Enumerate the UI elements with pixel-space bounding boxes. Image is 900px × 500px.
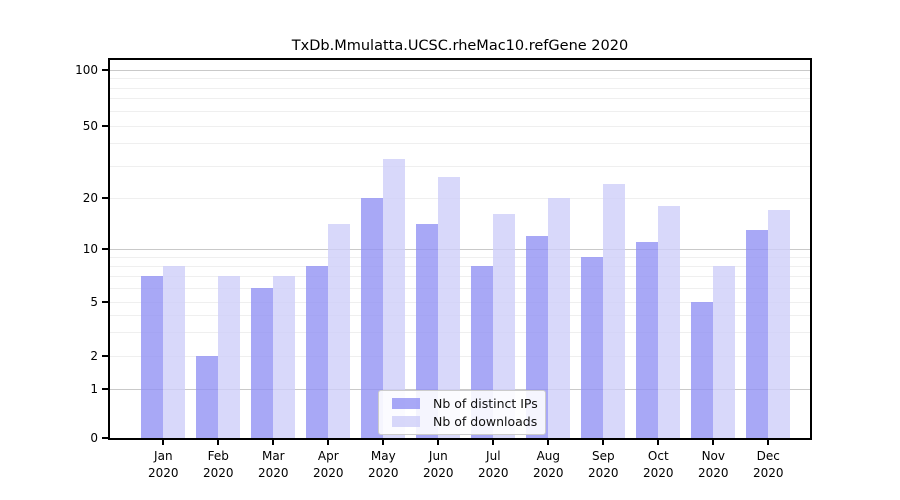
x-tick-sep xyxy=(602,440,605,445)
bar-ips-aug xyxy=(526,235,549,438)
legend-swatch-distinct-ips xyxy=(392,398,420,409)
y-tick-20 xyxy=(102,197,108,199)
bar-downloads-mar xyxy=(273,276,296,438)
bar-ips-may xyxy=(361,198,384,438)
x-tick-label-jan: Jan 2020 xyxy=(148,449,179,480)
x-tick-label-nov: Nov 2020 xyxy=(698,449,729,480)
minor-gridline-40 xyxy=(110,143,810,145)
legend: Nb of distinct IPs Nb of downloads xyxy=(378,390,546,435)
bar-downloads-jun xyxy=(438,177,461,438)
minor-gridline-80 xyxy=(110,87,810,89)
bar-ips-apr xyxy=(306,266,329,438)
bar-ips-feb xyxy=(196,356,219,438)
x-tick-jul xyxy=(492,440,495,445)
legend-swatch-downloads xyxy=(392,416,420,427)
x-tick-feb xyxy=(217,440,220,445)
x-tick-label-mar: Mar 2020 xyxy=(258,449,289,480)
legend-label-distinct-ips: Nb of distinct IPs xyxy=(433,395,538,411)
y-tick-0 xyxy=(102,437,108,439)
x-tick-label-jul: Jul 2020 xyxy=(478,449,509,480)
y-tick-label-0: 0 xyxy=(90,431,98,445)
y-tick-label-1: 1 xyxy=(90,382,98,396)
x-tick-label-apr: Apr 2020 xyxy=(313,449,344,480)
y-tick-100 xyxy=(102,69,108,71)
minor-gridline-90 xyxy=(110,78,810,79)
x-tick-nov xyxy=(712,440,715,445)
bar-ips-dec xyxy=(746,229,769,438)
bar-ips-oct xyxy=(636,241,659,438)
x-tick-jan xyxy=(162,440,165,445)
bar-ips-jan xyxy=(141,276,164,438)
y-tick-label-20: 20 xyxy=(82,191,98,205)
bar-downloads-feb xyxy=(218,276,241,438)
y-tick-label-10: 10 xyxy=(82,242,98,256)
x-tick-label-dec: Dec 2020 xyxy=(753,449,784,480)
y-tick-5 xyxy=(102,301,108,303)
plot-area: 100 50 20 10 5 2 1 0 Jan 2020 Feb 2020 Mar 2020 Apr 202… xyxy=(75,58,812,480)
bar-downloads-nov xyxy=(713,266,736,438)
x-tick-apr xyxy=(327,440,330,445)
y-tick-label-100: 100 xyxy=(75,63,98,77)
legend-row-distinct-ips: Nb of distinct IPs xyxy=(379,395,545,411)
bar-downloads-jul xyxy=(493,214,516,438)
x-tick-label-jun: Jun 2020 xyxy=(423,449,454,480)
minor-gridline-30 xyxy=(110,165,810,167)
x-tick-oct xyxy=(657,440,660,445)
bar-ips-sep xyxy=(581,257,604,438)
x-tick-label-sep: Sep 2020 xyxy=(588,449,619,480)
y-tick-50 xyxy=(102,125,108,127)
bar-downloads-may xyxy=(383,158,406,438)
y-tick-label-2: 2 xyxy=(90,349,98,363)
legend-label-downloads: Nb of downloads xyxy=(433,413,538,429)
x-tick-dec xyxy=(767,440,770,445)
bar-downloads-aug xyxy=(548,198,571,438)
y-tick-label-50: 50 xyxy=(82,119,98,133)
x-tick-mar xyxy=(272,440,275,445)
x-tick-label-aug: Aug 2020 xyxy=(533,449,564,480)
x-tick-may xyxy=(382,440,385,445)
major-gridline-100 xyxy=(110,69,810,71)
y-tick-2 xyxy=(102,355,108,357)
bar-downloads-apr xyxy=(328,224,351,438)
bar-ips-nov xyxy=(691,302,714,438)
bar-downloads-jan xyxy=(163,266,186,438)
x-tick-label-may: May 2020 xyxy=(368,449,399,480)
x-tick-aug xyxy=(547,440,550,445)
y-tick-1 xyxy=(102,388,108,390)
x-tick-jun xyxy=(437,440,440,445)
y-tick-label-5: 5 xyxy=(90,295,98,309)
minor-gridline-50 xyxy=(110,125,810,127)
x-tick-label-oct: Oct 2020 xyxy=(643,449,674,480)
bar-downloads-dec xyxy=(768,209,791,438)
chart-title: TxDb.Mmulatta.UCSC.rheMac10.refGene 2020 xyxy=(291,38,629,54)
legend-row-downloads: Nb of downloads xyxy=(379,413,545,429)
bar-downloads-sep xyxy=(603,183,626,438)
minor-gridline-70 xyxy=(110,98,810,100)
bar-downloads-oct xyxy=(658,205,681,438)
bar-ips-mar xyxy=(251,288,274,438)
bar-ips-jun xyxy=(416,224,439,438)
minor-gridline-60 xyxy=(110,110,810,112)
x-tick-label-feb: Feb 2020 xyxy=(203,449,234,480)
y-tick-10 xyxy=(102,248,108,250)
